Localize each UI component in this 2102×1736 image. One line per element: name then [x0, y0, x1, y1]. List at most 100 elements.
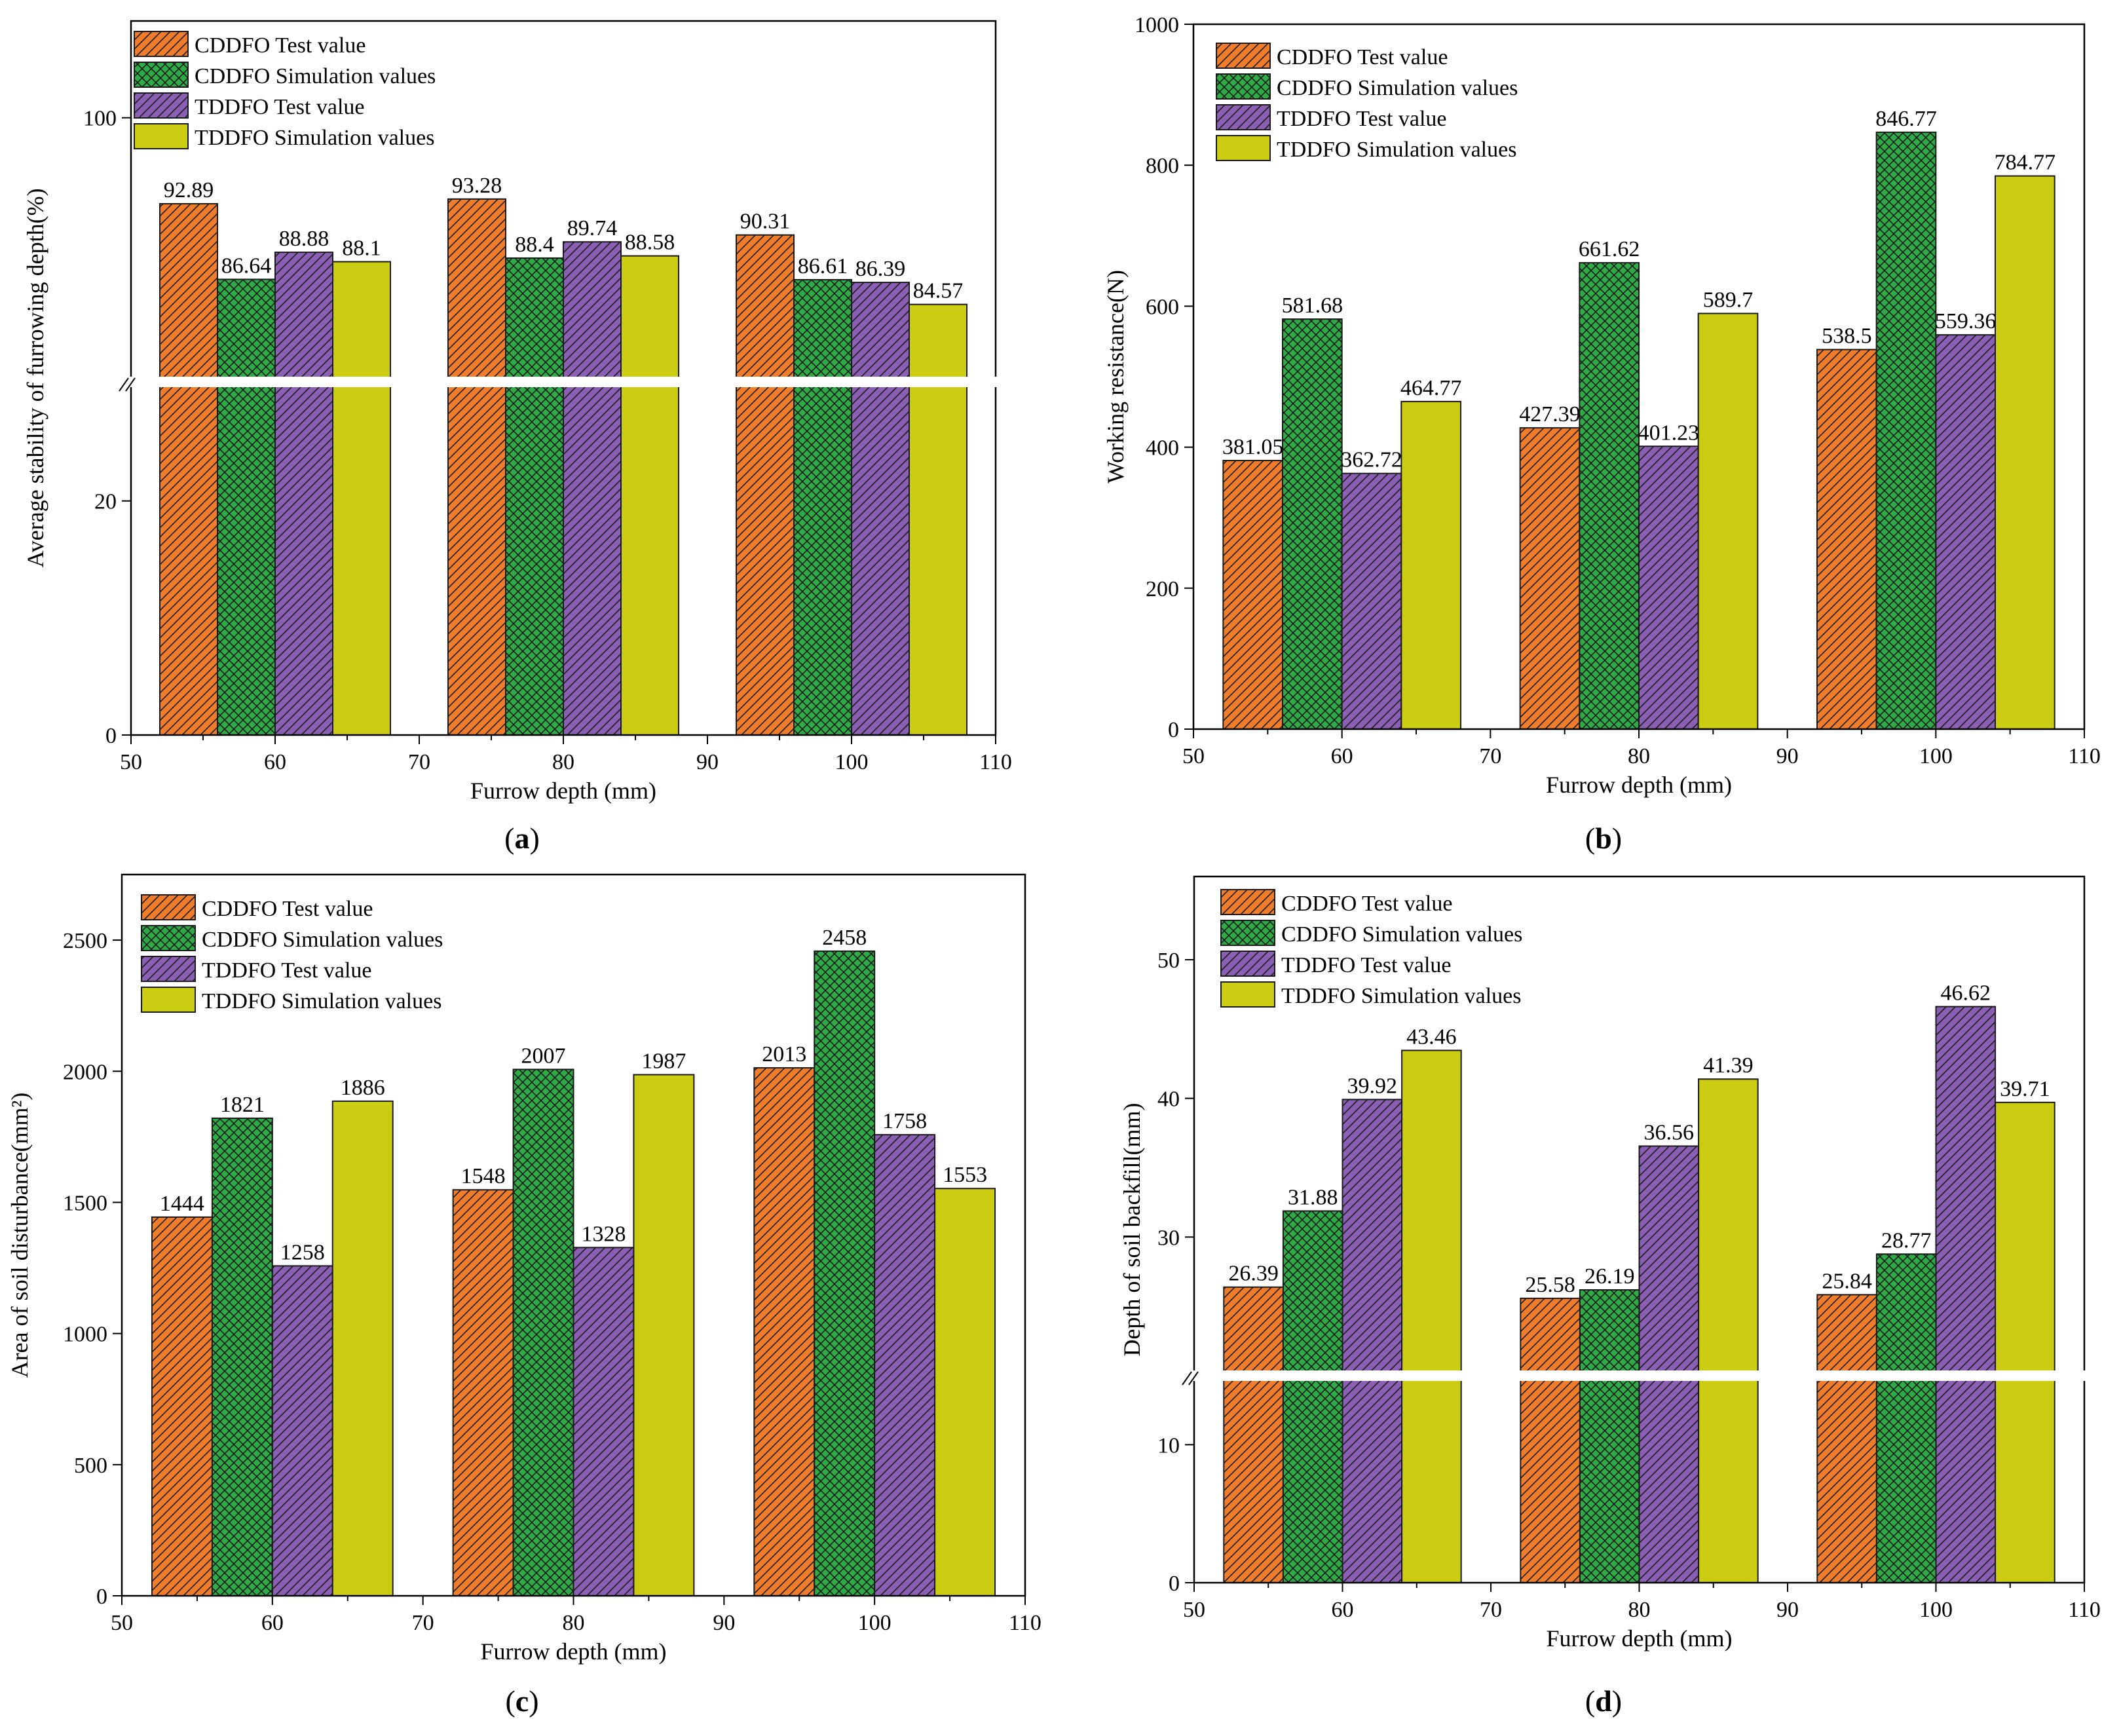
legend-label-d-2: TDDFO Test value — [1281, 953, 1452, 977]
bar-d-s2-1 — [1638, 1145, 1700, 1583]
bar-b-s2-0 — [1341, 472, 1402, 730]
legend-swatch-c-2 — [141, 956, 196, 982]
y-tick-label-c-1: 500 — [74, 1454, 107, 1478]
legend-label-c-2: TDDFO Test value — [202, 958, 372, 983]
y-tick-label-a-0: 0 — [105, 724, 117, 748]
panel-caption-a: (a) — [504, 821, 540, 855]
legend-label-a-1: CDDFO Simulation values — [195, 64, 436, 88]
bar-a-s0-1 — [447, 198, 506, 736]
bar-d-s1-1 — [1579, 1289, 1640, 1584]
legend-swatch-b-3 — [1216, 135, 1271, 161]
data-label-c-s1-2: 2458 — [822, 926, 867, 950]
x-tick-label-b-1: 60 — [1331, 744, 1353, 768]
data-label-a-s2-2: 86.39 — [855, 257, 906, 281]
legend-label-b-0: CDDFO Test value — [1277, 45, 1448, 69]
data-label-d-s1-2: 28.77 — [1881, 1228, 1932, 1253]
y-tick-label-d-3: 40 — [1157, 1087, 1180, 1112]
bar-d-s1-0 — [1282, 1210, 1343, 1584]
bar-b-s3-1 — [1697, 312, 1759, 730]
x-tick-label-c-0: 50 — [111, 1611, 133, 1635]
y-tick-label-c-0: 0 — [96, 1585, 107, 1609]
bar-b-s2-2 — [1935, 334, 1996, 730]
legend-label-c-1: CDDFO Simulation values — [202, 928, 443, 952]
legend-label-b-2: TDDFO Test value — [1277, 107, 1447, 131]
y-axis-label-d: Depth of soil backfill(mm) — [1119, 1103, 1145, 1357]
legend-label-a-0: CDDFO Test value — [195, 33, 366, 58]
bar-d-s0-1 — [1520, 1297, 1581, 1583]
x-axis-label-a: Furrow depth (mm) — [470, 778, 656, 804]
bar-b-s0-0 — [1222, 459, 1284, 730]
x-tick-label-c-3: 80 — [563, 1611, 585, 1635]
y-tick-label-c-2: 1000 — [63, 1323, 107, 1347]
x-tick-label-c-6: 110 — [1009, 1611, 1042, 1635]
x-tick-label-a-4: 90 — [696, 750, 719, 774]
bar-a-s3-1 — [620, 255, 679, 736]
data-label-a-s0-2: 90.31 — [740, 210, 791, 234]
legend-swatch-c-1 — [141, 925, 196, 951]
x-tick-label-a-6: 110 — [979, 750, 1012, 774]
axis-break-a — [119, 377, 1000, 392]
panel-caption-b: (b) — [1585, 821, 1622, 855]
x-tick-label-c-5: 100 — [858, 1611, 891, 1635]
y-tick-label-d-1: 10 — [1157, 1433, 1180, 1458]
bar-d-s3-0 — [1401, 1049, 1462, 1584]
legend-swatch-a-3 — [134, 123, 189, 149]
data-label-b-s2-0: 362.72 — [1341, 448, 1402, 472]
data-label-b-s1-0: 581.68 — [1282, 293, 1343, 318]
bar-d-s3-1 — [1698, 1078, 1759, 1583]
plot-frame-upper-d — [1193, 875, 2086, 1370]
x-tick-label-a-3: 80 — [552, 750, 574, 774]
legend-swatch-a-1 — [134, 62, 189, 88]
legend-swatch-b-1 — [1216, 73, 1271, 100]
legend-b: CDDFO Test value CDDFO Simulation values T… — [1216, 43, 1518, 162]
y-tick-label-d-0: 0 — [1169, 1572, 1180, 1596]
x-tick-label-a-0: 50 — [120, 750, 142, 774]
legend-d: CDDFO Test value CDDFO Simulation values T… — [1220, 889, 1522, 1008]
bar-b-s3-0 — [1400, 400, 1461, 730]
y-tick-label-a-1: 20 — [94, 490, 117, 514]
legend-label-d-1: CDDFO Simulation values — [1281, 922, 1522, 947]
x-tick-label-a-1: 60 — [264, 750, 286, 774]
y-axis-label-b: Working resistance(N) — [1102, 270, 1129, 483]
bar-a-s1-1 — [505, 257, 564, 736]
bar-c-s3-0 — [331, 1100, 394, 1596]
data-label-d-s2-1: 36.56 — [1644, 1120, 1695, 1144]
data-label-d-s3-1: 41.39 — [1703, 1053, 1754, 1078]
bar-b-s1-2 — [1875, 131, 1937, 730]
data-label-c-s1-1: 2007 — [521, 1044, 566, 1068]
data-label-a-s0-0: 92.89 — [164, 178, 214, 202]
data-label-a-s3-2: 84.57 — [913, 279, 964, 303]
bar-b-s2-1 — [1638, 445, 1699, 730]
data-label-c-s1-0: 1821 — [220, 1093, 265, 1117]
x-tick-label-b-6: 110 — [2068, 744, 2101, 768]
y-tick-label-a-2: 100 — [83, 107, 117, 131]
x-axis-label-d: Furrow depth (mm) — [1547, 1625, 1733, 1651]
legend-label-b-3: TDDFO Simulation values — [1277, 138, 1516, 162]
data-label-a-s1-1: 88.4 — [515, 233, 554, 257]
legend-swatch-c-3 — [141, 987, 196, 1013]
data-label-d-s0-1: 25.58 — [1525, 1273, 1575, 1297]
bar-c-s1-1 — [512, 1068, 574, 1597]
y-axis-label-c: Area of soil disturbance(mm²) — [7, 1093, 33, 1378]
data-label-b-s2-1: 401.23 — [1638, 421, 1700, 445]
data-label-a-s2-0: 88.88 — [279, 227, 329, 251]
data-label-b-s0-2: 538.5 — [1822, 324, 1872, 349]
bar-b-s0-1 — [1519, 427, 1581, 730]
y-axis-label-a: Average stability of furrowing depth(%) — [22, 188, 48, 567]
data-label-d-s0-0: 26.39 — [1228, 1262, 1279, 1286]
bar-a-s3-2 — [909, 303, 967, 736]
data-label-b-s3-1: 589.7 — [1703, 288, 1754, 312]
legend-a: CDDFO Test value CDDFO Simulation values T… — [134, 31, 436, 150]
legend-swatch-c-0 — [141, 894, 196, 920]
bar-d-s0-0 — [1223, 1286, 1284, 1583]
data-label-c-s3-0: 1886 — [341, 1076, 385, 1100]
x-tick-label-d-6: 110 — [2068, 1598, 2101, 1622]
y-tick-label-b-4: 800 — [1146, 154, 1179, 178]
data-label-a-s2-1: 89.74 — [567, 216, 618, 240]
bar-c-s0-0 — [151, 1216, 213, 1596]
data-label-b-s3-2: 784.77 — [1995, 151, 2056, 175]
x-tick-label-c-4: 90 — [713, 1611, 735, 1635]
bar-a-s0-0 — [159, 203, 218, 736]
panel-caption-d: (d) — [1585, 1684, 1622, 1718]
